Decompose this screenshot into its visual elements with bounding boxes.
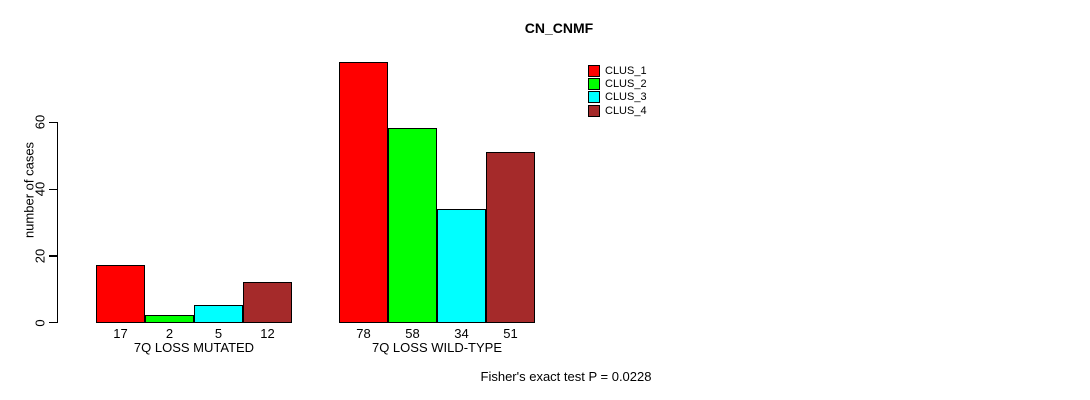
y-axis-tick-label: 40 — [32, 181, 47, 197]
bar-value-label: 5 — [214, 326, 223, 341]
bar-clus_3-group2 — [437, 208, 486, 324]
bar-clus_2-group1 — [145, 315, 194, 324]
bar-value-label: 12 — [260, 326, 275, 341]
legend-item-clus-2: CLUS_2 — [588, 77, 647, 90]
bar-value-label: 51 — [503, 326, 518, 341]
y-axis-tick — [49, 188, 57, 190]
legend-label-clus-4: CLUS_4 — [605, 104, 647, 117]
bar-clus_4-group2 — [486, 151, 535, 324]
group-label: 7Q LOSS MUTATED — [133, 340, 255, 355]
legend-label-clus-2: CLUS_2 — [605, 77, 647, 90]
y-axis-tick-label: 20 — [32, 248, 47, 264]
legend-label-clus-1: CLUS_1 — [605, 64, 647, 77]
legend-label-clus-3: CLUS_3 — [605, 91, 647, 104]
bar-clus_4-group1 — [243, 281, 292, 324]
bar-clus_3-group1 — [194, 305, 243, 324]
bar-clus_2-group2 — [388, 128, 437, 324]
bar-clus_1-group2 — [339, 61, 388, 324]
legend: CLUS_1 CLUS_2 CLUS_3 CLUS_4 — [588, 64, 647, 117]
bar-value-label: 17 — [113, 326, 128, 341]
legend-swatch-clus-2 — [588, 77, 600, 90]
bar-clus_1-group1 — [96, 265, 145, 324]
y-axis-line — [57, 121, 59, 324]
legend-item-clus-3: CLUS_3 — [588, 91, 647, 104]
bar-value-label: 78 — [356, 326, 371, 341]
legend-swatch-clus-3 — [588, 91, 600, 104]
y-axis-tick — [49, 322, 57, 324]
y-axis-tick-label: 0 — [32, 319, 47, 327]
chart-title: CN_CNMF — [524, 20, 594, 36]
legend-item-clus-1: CLUS_1 — [588, 64, 647, 77]
stat-annotation: Fisher's exact test P = 0.0228 — [480, 369, 652, 384]
legend-item-clus-4: CLUS_4 — [588, 104, 647, 117]
y-axis-tick-label: 60 — [32, 115, 47, 130]
legend-swatch-clus-4 — [588, 104, 600, 117]
y-axis-tick — [49, 255, 57, 257]
bar-value-label: 2 — [165, 326, 174, 341]
legend-swatch-clus-1 — [588, 64, 600, 77]
bar-value-label: 34 — [454, 326, 469, 341]
bar-value-label: 58 — [405, 326, 420, 341]
group-label: 7Q LOSS WILD-TYPE — [371, 340, 503, 355]
y-axis-tick — [49, 121, 57, 124]
